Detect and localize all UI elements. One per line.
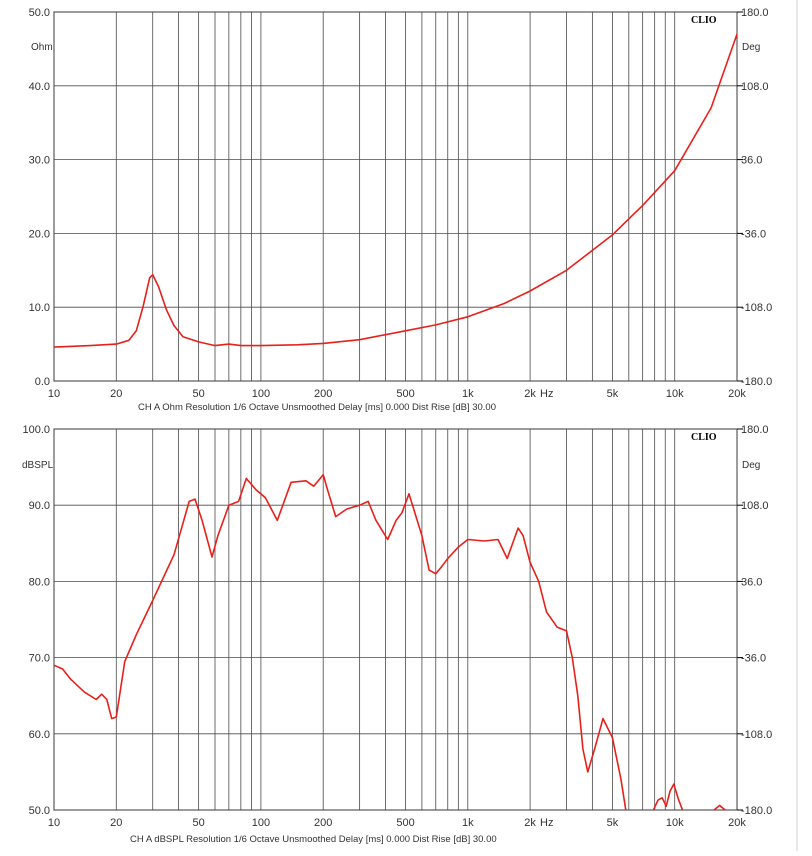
- y-tick-label: 50.0: [29, 805, 50, 817]
- impedance-plot-frame: [53, 11, 738, 382]
- y-tick-label: 60.0: [29, 729, 50, 741]
- response-curve: [652, 783, 684, 811]
- y-tick-label: 40.0: [29, 81, 50, 93]
- y2-tick-label: 180.0: [741, 7, 769, 19]
- x-tick-label: 2k: [524, 388, 536, 400]
- x-tick-label: 10k: [666, 388, 684, 400]
- x-unit-label: Hz: [540, 388, 553, 400]
- y2-tick-label: 36.0: [741, 155, 762, 167]
- y2-tick-label: -108.0: [741, 729, 772, 741]
- y2-tick-label: -36.0: [741, 653, 766, 665]
- spl-ylabel: dBSPL: [22, 460, 54, 471]
- x-tick-label: 500: [396, 388, 414, 400]
- impedance-y-tick-labels: 0.0 10.0 20.0 30.0 40.0 50.0: [29, 7, 50, 388]
- y-tick-label: 20.0: [29, 228, 50, 240]
- y2-tick-label: -36.0: [741, 228, 766, 240]
- x-tick-label: 20: [110, 388, 122, 400]
- x-tick-label: 50: [192, 817, 204, 829]
- y-tick-label: 100.0: [22, 424, 50, 436]
- x-tick-label: 10: [48, 388, 60, 400]
- impedance-x-tick-labels: 10 20 50 100 200 500 1k 2k 5k 10k 20k Hz: [48, 388, 746, 400]
- y2-tick-label: 108.0: [741, 81, 769, 93]
- y-tick-label: 80.0: [29, 576, 50, 588]
- y-tick-label: 10.0: [29, 302, 50, 314]
- spl-y-tick-labels: 50.0 60.0 70.0 80.0 90.0 100.0: [22, 424, 50, 817]
- response-curve: [53, 473, 627, 811]
- y-tick-label: 70.0: [29, 653, 50, 665]
- y2-tick-label: 180.0: [741, 424, 769, 436]
- x-tick-label: 100: [252, 817, 270, 829]
- y2-tick-label: -180.0: [741, 805, 772, 817]
- x-tick-label: 20k: [728, 388, 746, 400]
- spl-plot-frame: [53, 428, 738, 811]
- impedance-curve-group: [53, 33, 738, 348]
- spl-x-tick-labels: 10 20 50 100 200 500 1k 2k 5k 10k 20k Hz: [48, 817, 746, 829]
- x-tick-label: 1k: [462, 388, 474, 400]
- impedance-grid: [53, 11, 738, 382]
- y-tick-label: 90.0: [29, 500, 50, 512]
- y-tick-label: 30.0: [29, 155, 50, 167]
- impedance-y2label: Deg: [742, 42, 760, 53]
- x-tick-label: 20: [110, 817, 122, 829]
- spl-caption: CH A dBSPL Resolution 1/6 Octave Unsmoot…: [130, 834, 497, 845]
- response-curve: [53, 33, 738, 348]
- x-tick-label: 20k: [728, 817, 746, 829]
- x-tick-label: 200: [314, 388, 332, 400]
- x-tick-label: 5k: [607, 388, 619, 400]
- spl-clio-brand: CLIO: [691, 432, 717, 443]
- spl-curve-group: [53, 473, 726, 811]
- y-tick-label: 0.0: [35, 376, 50, 388]
- x-tick-label: 10: [48, 817, 60, 829]
- x-tick-label: 1k: [462, 817, 474, 829]
- x-unit-label: Hz: [540, 817, 553, 829]
- x-tick-label: 2k: [524, 817, 536, 829]
- x-tick-label: 5k: [607, 817, 619, 829]
- y2-tick-label: -180.0: [741, 376, 772, 388]
- impedance-ylabel: Ohm: [31, 42, 53, 53]
- y2-tick-label: 108.0: [741, 500, 769, 512]
- x-tick-label: 50: [192, 388, 204, 400]
- y2-tick-label: 36.0: [741, 576, 762, 588]
- x-tick-label: 200: [314, 817, 332, 829]
- spl-grid: [53, 428, 738, 811]
- y2-tick-label: -108.0: [741, 302, 772, 314]
- spl-y2label: Deg: [742, 460, 760, 471]
- y-tick-label: 50.0: [29, 7, 50, 19]
- spl-chart: 50.0 60.0 70.0 80.0 90.0 100.0 -180.0 -108.0 -3…: [22, 424, 772, 845]
- spl-y2-tick-labels: -180.0 -108.0 -36.0 36.0 108.0 180.0: [737, 424, 772, 817]
- impedance-clio-brand: CLIO: [691, 15, 717, 26]
- x-tick-label: 100: [252, 388, 270, 400]
- response-curve: [713, 804, 726, 811]
- impedance-y2-tick-labels: -180.0 -108.0 -36.0 36.0 108.0 180.0: [737, 7, 772, 388]
- x-tick-label: 10k: [666, 817, 684, 829]
- impedance-caption: CH A Ohm Resolution 1/6 Octave Unsmoothe…: [138, 402, 496, 413]
- impedance-chart: 0.0 10.0 20.0 30.0 40.0 50.0 -180.0 -108.0 -36.…: [29, 7, 773, 413]
- x-tick-label: 500: [396, 817, 414, 829]
